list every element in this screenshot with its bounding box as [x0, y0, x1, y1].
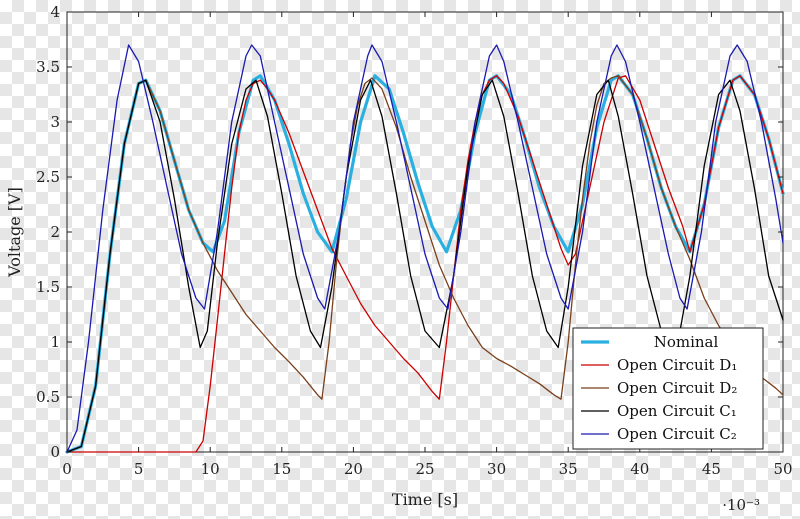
x-tick-label: 40 [630, 460, 649, 478]
series-line-3 [66, 79, 784, 453]
x-tick-label: 10 [201, 460, 220, 478]
x-tick-label: 20 [344, 460, 363, 478]
x-tick-label: 15 [272, 460, 291, 478]
legend-entry: Nominal [654, 333, 719, 351]
series-line-4 [66, 44, 784, 453]
x-tick-label: 0 [62, 460, 72, 478]
x-axis-label: Time [s] [392, 490, 458, 509]
y-tick-label: 0.5 [36, 388, 60, 406]
legend-entry: Open Circuit D₂ [617, 379, 737, 397]
x-tick-label: 30 [487, 460, 506, 478]
x-tick-label: 35 [559, 460, 578, 478]
legend: Nominal Open Circuit D₁ Open Circuit D₂ Ope… [572, 327, 764, 450]
y-axis-label: Voltage [V] [5, 187, 24, 278]
y-tick-label: 1 [50, 333, 60, 351]
y-tick-label: 1.5 [36, 278, 60, 296]
series-line-2 [66, 75, 784, 453]
axis-layer: 0 5 10 15 20 25 30 35 40 45 50 0 0.5 1 1.5 2 2.5 3 3.5 4 [36, 3, 792, 478]
legend-entry: Open Circuit C₂ [617, 425, 737, 443]
y-tick-label: 3.5 [36, 58, 60, 76]
x-tick-label: 45 [702, 460, 721, 478]
x-tick-label: 50 [773, 460, 792, 478]
y-tick-label: 0 [50, 443, 60, 461]
legend-entry: Open Circuit D₁ [617, 356, 737, 374]
series-layer [65, 44, 785, 454]
legend-entry: Open Circuit C₁ [617, 402, 737, 420]
y-tick-label: 3 [50, 113, 60, 131]
x-axis-scale-note: ·10⁻³ [722, 496, 760, 514]
y-tick-label: 4 [50, 3, 60, 21]
x-tick-label: 25 [415, 460, 434, 478]
x-tick-label: 5 [134, 460, 144, 478]
y-tick-label: 2.5 [36, 168, 60, 186]
y-tick-label: 2 [50, 223, 60, 241]
series-line-1 [66, 75, 784, 453]
